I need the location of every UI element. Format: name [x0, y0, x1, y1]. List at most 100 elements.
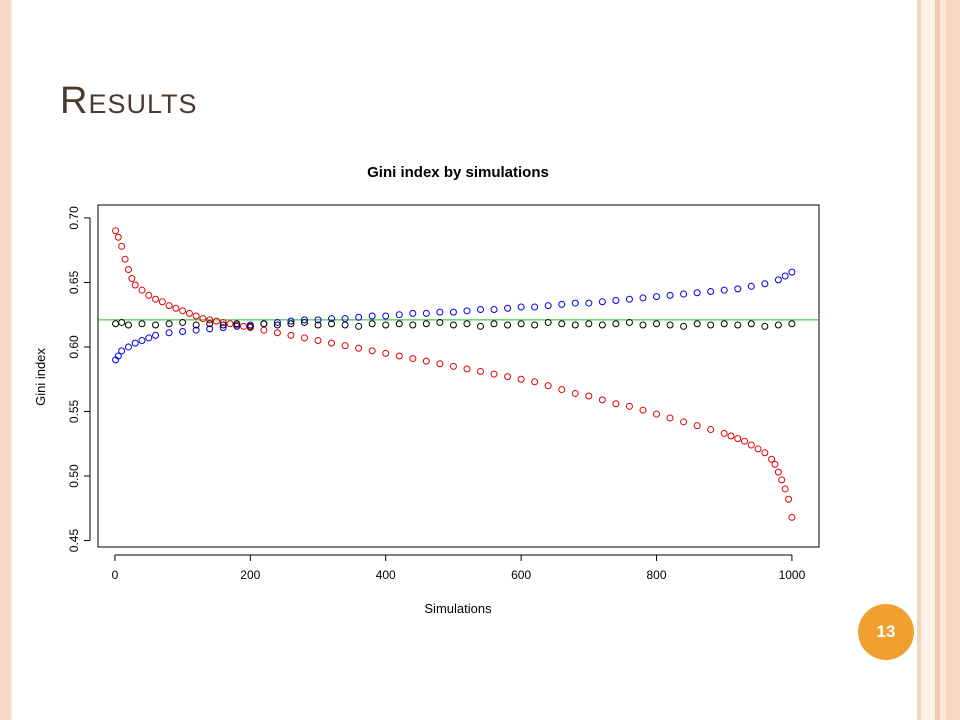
data-point-series-1 — [625, 402, 633, 410]
data-point-series-1 — [734, 435, 742, 443]
data-point-series-3 — [355, 322, 363, 330]
data-point-series-2 — [206, 325, 214, 333]
data-point-series-3 — [490, 320, 498, 328]
data-point-series-2 — [368, 312, 376, 320]
data-point-series-3 — [219, 321, 227, 329]
data-point-series-1 — [179, 307, 187, 315]
data-point-series-1 — [409, 355, 417, 363]
data-point-series-2 — [192, 326, 200, 334]
data-point-series-1 — [145, 291, 153, 299]
data-point-series-1 — [531, 378, 539, 386]
data-point-series-3 — [152, 321, 160, 329]
data-point-series-2 — [131, 339, 139, 347]
data-point-series-2 — [774, 276, 782, 284]
data-point-series-3 — [192, 321, 200, 329]
data-point-series-3 — [774, 321, 782, 329]
y-tick-label: 0.55 — [67, 399, 81, 423]
axes: 0 200 400 600 800 1000 0.45 0.50 0.55 0.60 0.65 0.7… — [67, 206, 806, 582]
data-point-series-2 — [145, 334, 153, 342]
data-point-series-1 — [754, 445, 762, 453]
y-tick-label: 0.60 — [67, 335, 81, 359]
data-point-series-1 — [653, 410, 661, 418]
data-point-series-1 — [219, 318, 227, 326]
data-point-series-3 — [639, 321, 647, 329]
data-point-series-2 — [734, 285, 742, 293]
data-point-series-2 — [341, 315, 349, 323]
data-point-series-1 — [158, 298, 166, 306]
page-number-badge: 13 — [858, 604, 914, 660]
data-point-series-2 — [409, 309, 417, 317]
data-point-series-3 — [124, 321, 132, 329]
data-point-series-3 — [246, 322, 254, 330]
data-point-series-2 — [436, 308, 444, 316]
data-point-series-2 — [219, 324, 227, 332]
data-point-series-2 — [531, 303, 539, 311]
data-point-series-3 — [409, 321, 417, 329]
data-point-series-2 — [598, 298, 606, 306]
data-point-series-1 — [707, 426, 715, 434]
data-point-series-2 — [300, 316, 308, 324]
left-border-stripe — [0, 0, 10, 720]
data-point-series-3 — [395, 320, 403, 328]
data-point-series-1 — [463, 365, 471, 373]
data-point-series-2 — [558, 300, 566, 308]
data-point-series-3 — [477, 322, 485, 330]
x-axis-label: Simulations — [424, 601, 492, 616]
data-point-series-2 — [693, 289, 701, 297]
data-point-series-1 — [727, 432, 735, 440]
data-point-series-2 — [124, 343, 132, 351]
data-point-series-1 — [558, 386, 566, 394]
data-point-series-3 — [449, 321, 457, 329]
data-point-series-1 — [368, 347, 376, 355]
data-point-series-1 — [490, 370, 498, 378]
data-point-series-1 — [128, 275, 136, 283]
data-point-series-2 — [382, 312, 390, 320]
data-point-series-1 — [152, 295, 160, 303]
data-point-series-1 — [747, 441, 755, 449]
data-point-series-2 — [517, 303, 525, 311]
data-point-series-2 — [781, 272, 789, 280]
x-tick-label: 800 — [647, 568, 667, 582]
data-point-series-2 — [449, 308, 457, 316]
data-point-series-3 — [138, 320, 146, 328]
data-point-series-1 — [314, 337, 322, 345]
data-point-series-3 — [666, 321, 674, 329]
data-point-series-1 — [449, 362, 457, 370]
data-point-series-1 — [212, 317, 220, 325]
data-point-series-3 — [788, 320, 796, 328]
data-point-series-1 — [422, 357, 430, 365]
y-tick-label: 0.50 — [67, 464, 81, 488]
data-point-series-2 — [138, 337, 146, 345]
data-point-series-3 — [179, 318, 187, 326]
data-point-series-1 — [436, 360, 444, 368]
data-point-series-3 — [693, 320, 701, 328]
data-point-series-3 — [504, 321, 512, 329]
data-point-series-3 — [328, 320, 336, 328]
data-point-series-2 — [477, 306, 485, 314]
data-point-series-2 — [747, 282, 755, 290]
data-point-series-3 — [558, 320, 566, 328]
data-point-series-1 — [585, 392, 593, 400]
data-point-series-1 — [199, 315, 207, 323]
data-point-series-3 — [734, 321, 742, 329]
data-point-series-2 — [114, 352, 122, 360]
data-point-series-2 — [165, 329, 173, 337]
data-point-series-1 — [768, 455, 776, 463]
data-point-series-1 — [124, 266, 132, 274]
data-point-series-3 — [273, 321, 281, 329]
data-point-series-3 — [653, 320, 661, 328]
data-point-series-3 — [517, 320, 525, 328]
data-point-series-2 — [612, 297, 620, 305]
data-point-series-2 — [490, 306, 498, 314]
data-point-series-3 — [118, 318, 126, 326]
data-point-series-1 — [774, 468, 782, 476]
data-point-series-1 — [121, 255, 129, 263]
data-point-series-1 — [114, 233, 122, 241]
data-point-series-2 — [152, 331, 160, 339]
data-point-series-1 — [598, 396, 606, 404]
data-point-series-1 — [226, 320, 234, 328]
data-point-series-3 — [422, 320, 430, 328]
data-point-series-2 — [653, 293, 661, 301]
data-point-series-2 — [625, 295, 633, 303]
